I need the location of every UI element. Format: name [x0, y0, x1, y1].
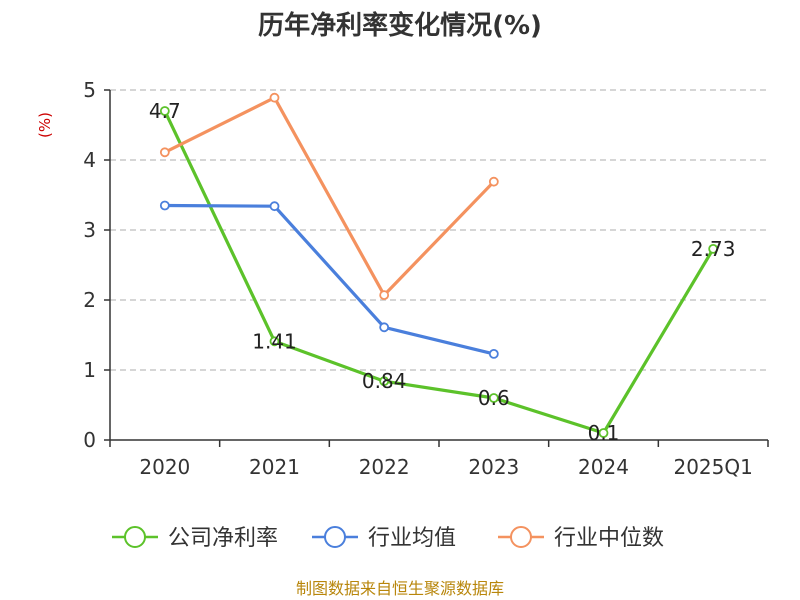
axes: 0 1 2 3 4 5 2020 2021 2022 2023 2024 2025Q1 — [83, 78, 769, 479]
legend: 公司净利率 行业均值 行业中位数 — [112, 526, 664, 551]
legend-item-0: 公司净利率 — [112, 526, 278, 551]
series-0-point-2024 — [598, 428, 609, 438]
series-0-point-2022 — [379, 376, 390, 387]
series-1-point-2022 — [379, 322, 390, 333]
series-1-point-2020 — [159, 200, 170, 211]
x-tick-label: 2020 — [139, 455, 190, 479]
legend-label: 行业中位数 — [554, 526, 664, 551]
y-tick-label: 2 — [83, 288, 96, 312]
data-label-2020: 4.7 — [149, 99, 181, 123]
y-tick-label: 4 — [83, 148, 96, 172]
series-line-1 — [164, 203, 495, 356]
y-tick-label: 1 — [83, 358, 96, 382]
legend-label: 行业均值 — [368, 526, 456, 551]
data-label-2023: 0.6 — [478, 386, 510, 410]
x-tick-label: 2023 — [468, 455, 519, 479]
series-1-point-2023 — [488, 348, 499, 359]
x-tick-label: 2024 — [578, 455, 629, 479]
source-note: 制图数据来自恒生聚源数据库 — [296, 579, 504, 598]
y-tick-label: 3 — [83, 218, 96, 242]
series-2-point-2023 — [488, 176, 499, 187]
legend-swatch-marker — [324, 526, 346, 548]
data-label-2025Q1: 2.73 — [691, 237, 736, 261]
series-2-point-2020 — [159, 147, 170, 158]
series-line-2 — [164, 96, 495, 297]
chart-title: 历年净利率变化情况(%) — [258, 10, 542, 41]
legend-swatch-marker — [124, 526, 146, 548]
series-0-point-2023 — [488, 393, 499, 403]
y-tick-label: 5 — [83, 78, 96, 102]
data-label-2022: 0.84 — [362, 369, 407, 393]
legend-item-1: 行业均值 — [312, 526, 456, 551]
data-label-2024: 0.1 — [588, 421, 620, 445]
x-tick-label: 2025Q1 — [673, 455, 752, 479]
legend-label: 公司净利率 — [168, 526, 278, 551]
data-labels: 4.7 1.41 0.84 0.6 0.1 2.73 — [149, 99, 736, 445]
legend-item-2: 行业中位数 — [498, 526, 664, 551]
series-0-point-2025Q1 — [708, 243, 719, 254]
series-2-point-2022 — [379, 290, 390, 301]
series-2-point-2021 — [269, 92, 280, 103]
series-0-point-2021 — [269, 336, 280, 347]
series-1-point-2021 — [269, 201, 280, 212]
y-axis-label: (%) — [36, 112, 54, 138]
data-label-2021: 1.41 — [252, 329, 297, 353]
x-tick-label: 2022 — [359, 455, 410, 479]
series-0-point-2020 — [159, 106, 170, 116]
series-line-0 — [163, 110, 715, 435]
series-lines — [159, 92, 719, 438]
x-tick-label: 2021 — [249, 455, 300, 479]
legend-swatch-marker — [510, 526, 532, 548]
y-tick-label: 0 — [83, 428, 96, 452]
